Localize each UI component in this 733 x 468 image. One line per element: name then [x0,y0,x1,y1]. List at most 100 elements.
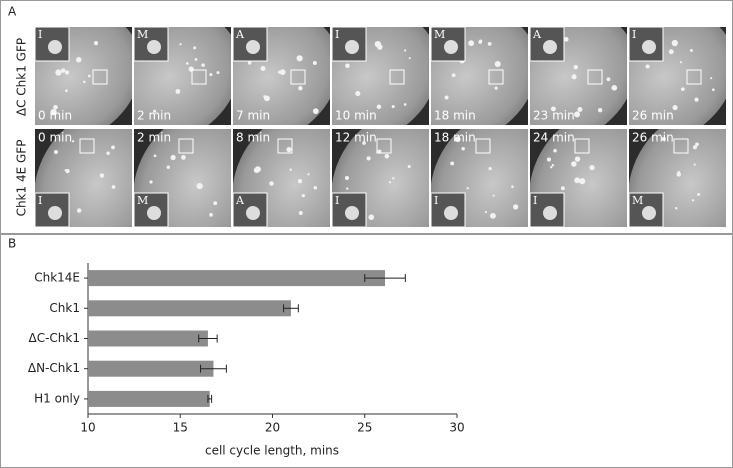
dot [298,210,303,215]
time-label: 10 min [335,109,377,123]
inset-letter: I [632,28,636,41]
inset-dot [246,206,260,220]
dot [53,105,58,110]
dot [149,180,153,184]
dot [451,73,456,78]
inset-letter: A [235,28,245,41]
dot [50,108,57,116]
dot [279,69,286,75]
dot [674,207,678,210]
time-label: 12 min [335,131,377,145]
row-label: Chk1 4E GFP [15,140,29,217]
dot [196,182,203,190]
y-tick-label: Chk14E [34,271,80,285]
dot [392,177,395,180]
dot [645,64,650,69]
dot [87,74,91,78]
dot [307,173,310,176]
dot [289,168,292,171]
inset-letter: M [137,194,148,207]
inset-letter: A [235,194,245,207]
dot [64,169,67,172]
dot [468,40,475,47]
micrograph: M 2 min [134,27,231,125]
inset-dot [345,40,359,54]
error-bar [283,304,299,313]
dot [511,185,514,188]
roi-box [475,138,491,154]
row-label: ΔC Chk1 GFP [15,38,29,116]
dot [668,49,674,55]
dot [345,63,350,69]
inset-letter: I [38,28,42,41]
time-label: 2 min [137,131,171,145]
time-label: 26 min [632,109,674,123]
micrograph: I 18 min [431,129,528,227]
dot [589,164,595,171]
dot [692,145,697,150]
x-tick-label: 15 [173,421,188,435]
dot [478,40,482,44]
dot [298,86,303,91]
inset-dot [543,206,557,220]
time-label: 8 min [236,131,270,145]
dot [345,175,350,180]
time-label: 23 min [533,109,575,123]
dot [494,86,498,90]
dot [201,63,205,67]
dot [672,105,678,111]
x-tick-label: 25 [357,421,372,435]
dot [550,166,553,169]
y-tick-label: H1 only [34,391,80,405]
dot [377,44,383,50]
dot [492,194,495,197]
dot [484,211,487,214]
micrograph: M 26 min [629,129,726,227]
dot [179,43,182,46]
time-label: 7 min [236,109,270,123]
roi-box [488,69,504,85]
roi-box [389,69,405,85]
time-label: 26 min [632,131,674,145]
time-label: 2 min [137,109,171,123]
dot [312,108,319,115]
roi-box [79,138,95,154]
dot [277,70,282,74]
inset-letter: M [632,194,643,207]
micrograph: I 24 min [530,129,627,227]
dot [487,42,492,46]
dot [254,166,261,173]
dot [264,95,270,102]
dot [710,77,713,80]
roi-box [92,69,108,85]
micrograph: I 0 min [35,27,132,125]
dot [671,39,678,47]
roi-box [673,138,689,154]
dot [494,60,501,68]
micrograph: I 26 min [629,27,726,125]
dot [461,147,465,151]
dot [571,161,577,167]
bar [88,270,386,287]
dot [490,212,496,219]
dot [368,214,375,220]
dot [216,71,220,75]
dot [99,173,105,178]
dot [55,69,62,76]
dot [193,46,197,50]
y-tick-label: Chk1 [49,301,80,315]
time-label: 24 min [533,131,575,145]
dot [384,153,390,159]
bar [88,390,210,407]
dot [694,97,699,102]
inset-dot [444,40,458,54]
dot [563,37,569,42]
dot [297,179,303,184]
x-axis-label: cell cycle length, mins [205,444,339,458]
roi-box [290,69,306,85]
dot [170,154,176,161]
inset-letter: I [335,194,339,207]
inset-dot [543,40,557,54]
dot [488,166,492,171]
dot [209,212,213,217]
